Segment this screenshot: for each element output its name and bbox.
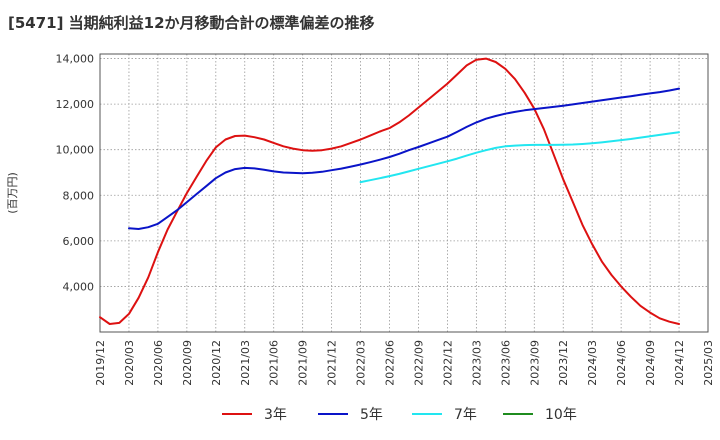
- x-tick-label: 2021/03: [239, 340, 252, 386]
- legend-label-5年: 5年: [360, 407, 383, 423]
- series-line-5年: [128, 87, 680, 230]
- y-tick-label: 8,000: [63, 189, 95, 202]
- x-tick-label: 2020/06: [152, 340, 165, 386]
- x-tick-label: 2024/12: [673, 340, 686, 386]
- series-line-7年: [359, 131, 680, 184]
- plot-frame: [99, 53, 709, 333]
- x-tick-label: 2021/09: [297, 340, 310, 386]
- x-tick-label: 2020/12: [210, 340, 223, 386]
- y-tick-label: 6,000: [63, 235, 95, 248]
- x-tick-label: 2024/03: [586, 340, 599, 386]
- x-tick-label: 2019/12: [94, 340, 107, 386]
- x-tick-label: 2022/03: [355, 340, 368, 386]
- x-tick-label: 2023/12: [557, 340, 570, 386]
- y-tick-label: 14,000: [56, 53, 95, 66]
- x-tick-label: 2023/06: [499, 340, 512, 386]
- series-line-3年: [99, 57, 680, 325]
- x-tick-label: 2024/06: [615, 340, 628, 386]
- x-tick-label: 2020/03: [123, 340, 136, 386]
- y-tick-label: 12,000: [56, 98, 95, 111]
- x-tick-label: 2021/12: [326, 340, 339, 386]
- x-tick-label: 2022/06: [384, 340, 397, 386]
- legend-label-7年: 7年: [454, 407, 477, 423]
- y-tick-label: 10,000: [56, 144, 95, 157]
- x-tick-label: 2020/09: [181, 340, 194, 386]
- x-tick-label: 2023/03: [470, 340, 483, 386]
- chart-title: [5471] 当期純利益12か月移動合計の標準偏差の推移: [8, 14, 375, 32]
- x-tick-label: 2025/03: [702, 340, 715, 386]
- x-tick-label: 2022/12: [441, 340, 454, 386]
- y-tick-label: 4,000: [63, 280, 95, 293]
- x-tick-label: 2021/06: [268, 340, 281, 386]
- y-axis-label: (百万円): [6, 172, 19, 214]
- x-tick-label: 2023/09: [528, 340, 541, 386]
- x-tick-label: 2024/09: [644, 340, 657, 386]
- legend-label-3年: 3年: [264, 407, 287, 423]
- x-tick-label: 2022/09: [412, 340, 425, 386]
- legend-label-10年: 10年: [545, 407, 577, 423]
